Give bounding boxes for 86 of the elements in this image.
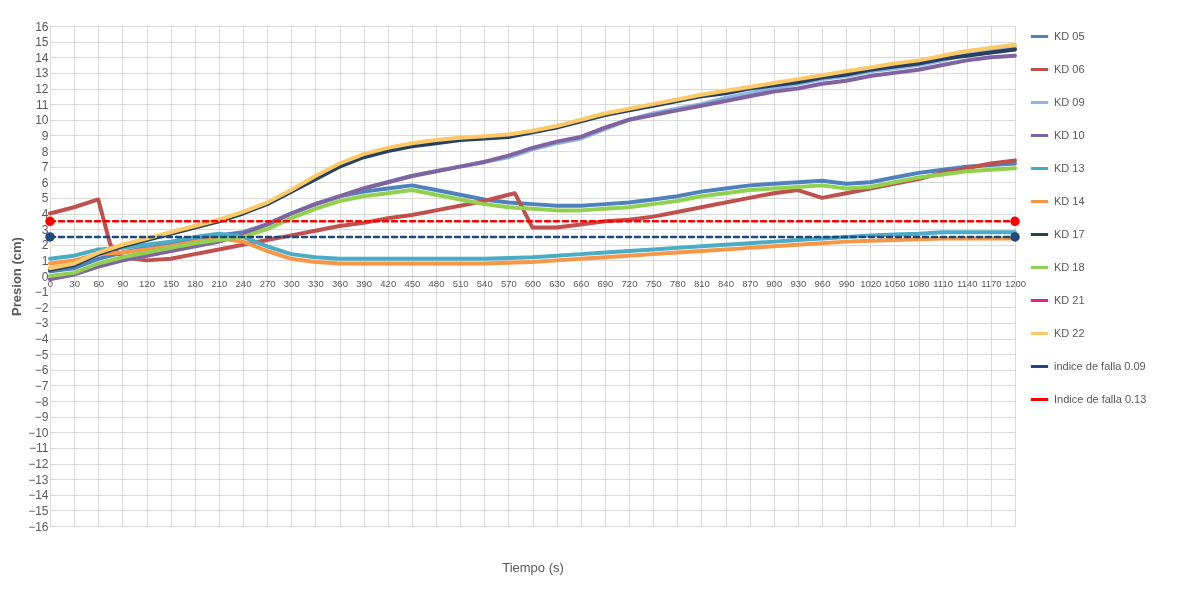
legend-label: KD 10 xyxy=(1054,128,1085,141)
legend-label: Indice de falla 0.13 xyxy=(1054,392,1147,405)
legend-label: KD 22 xyxy=(1054,326,1085,339)
y-tick-label: −1 xyxy=(34,285,49,300)
y-tick-label: 7 xyxy=(41,160,49,175)
x-tick-label: 210 xyxy=(211,277,228,289)
x-tick-label: 1050 xyxy=(884,277,906,289)
y-tick-label: −7 xyxy=(34,378,49,393)
y-tick-label: 10 xyxy=(35,113,49,128)
x-tick-label: 420 xyxy=(380,277,397,289)
y-axis-title: Presion (cm) xyxy=(9,237,25,316)
y-tick-label: 5 xyxy=(41,191,49,206)
x-tick-label: 150 xyxy=(163,277,180,289)
y-tick-label: 1 xyxy=(41,253,49,268)
x-tick-label: 840 xyxy=(718,277,734,289)
y-tick-label: −9 xyxy=(34,410,49,425)
x-tick-label: 720 xyxy=(621,277,638,289)
y-tick-label: −10 xyxy=(28,425,49,440)
legend-label: KD 21 xyxy=(1054,293,1085,306)
y-tick-label: −14 xyxy=(28,488,49,503)
x-tick-label: 540 xyxy=(476,277,493,289)
x-tick-label: 690 xyxy=(597,277,614,289)
x-tick-label: 1170 xyxy=(981,277,1002,289)
x-tick-label: 390 xyxy=(356,277,373,289)
x-tick-label: 930 xyxy=(790,277,807,289)
x-tick-label: 630 xyxy=(549,277,566,289)
legend-label: KD 05 xyxy=(1054,29,1085,42)
x-tick-label: 450 xyxy=(404,277,421,289)
x-tick-label: 30 xyxy=(69,277,80,289)
x-tick-label: 900 xyxy=(766,277,783,289)
x-tick-label: 990 xyxy=(838,277,855,289)
y-tick-label: −16 xyxy=(28,519,49,534)
y-tick-label: 4 xyxy=(41,207,49,221)
x-tick-label: 600 xyxy=(525,277,541,289)
x-tick-label: 60 xyxy=(93,277,105,289)
y-tick-label: −5 xyxy=(34,347,49,362)
legend-label: KD 17 xyxy=(1054,227,1085,240)
y-tick-label: −13 xyxy=(28,472,49,487)
legend-label: indice de falla 0.09 xyxy=(1054,359,1146,372)
x-tick-label: 780 xyxy=(669,277,686,289)
y-tick-label: 14 xyxy=(35,50,49,65)
x-tick-label: 1080 xyxy=(908,277,930,289)
x-tick-label: 1200 xyxy=(1004,277,1027,289)
y-tick-label: 13 xyxy=(35,66,49,81)
x-tick-label: 870 xyxy=(742,277,759,289)
x-tick-label: 120 xyxy=(139,277,155,289)
x-tick-label: 660 xyxy=(573,277,590,289)
x-axis-title: Tiempo (s) xyxy=(502,559,564,575)
y-tick-label: −4 xyxy=(34,332,49,346)
x-tick-label: 360 xyxy=(332,277,348,289)
x-tick-label: 1140 xyxy=(957,277,978,289)
x-tick-label: 300 xyxy=(283,277,300,289)
x-tick-label: 330 xyxy=(307,277,324,289)
x-tick-label: 510 xyxy=(452,277,469,289)
y-tick-label: 9 xyxy=(41,128,49,143)
x-tick-label: 240 xyxy=(235,277,252,289)
x-tick-label: 570 xyxy=(500,277,517,289)
x-tick-label: 1110 xyxy=(933,277,953,289)
y-tick-label: −2 xyxy=(34,300,49,315)
y-tick-label: −11 xyxy=(29,441,49,456)
x-tick-label: 1020 xyxy=(860,277,882,289)
x-tick-label: 180 xyxy=(187,277,204,289)
y-tick-label: −12 xyxy=(28,457,49,471)
x-tick-label: 270 xyxy=(259,277,276,289)
x-tick-label: 750 xyxy=(645,277,662,289)
y-tick-label: 2 xyxy=(41,238,49,253)
y-tick-label: −8 xyxy=(34,394,49,409)
y-tick-label: 12 xyxy=(35,82,49,96)
y-tick-label: 8 xyxy=(41,144,49,159)
x-tick-label: 960 xyxy=(814,277,831,289)
y-tick-label: −6 xyxy=(34,363,49,378)
y-tick-label: 6 xyxy=(41,175,49,190)
y-tick-label: 16 xyxy=(35,19,49,34)
y-tick-label: 15 xyxy=(35,35,49,50)
legend-label: KD 09 xyxy=(1054,95,1085,108)
legend-label: KD 14 xyxy=(1054,194,1085,207)
legend-label: KD 06 xyxy=(1054,62,1085,75)
y-tick-label: −15 xyxy=(28,503,49,518)
x-tick-label: 480 xyxy=(428,277,445,289)
x-tick-label: 810 xyxy=(693,277,710,289)
y-tick-label: 3 xyxy=(41,222,49,237)
y-tick-label: −3 xyxy=(34,316,49,331)
y-tick-label: 11 xyxy=(36,97,49,112)
legend-label: KD 13 xyxy=(1054,161,1085,174)
x-tick-label: 90 xyxy=(117,277,129,289)
legend-label: KD 18 xyxy=(1054,260,1085,273)
